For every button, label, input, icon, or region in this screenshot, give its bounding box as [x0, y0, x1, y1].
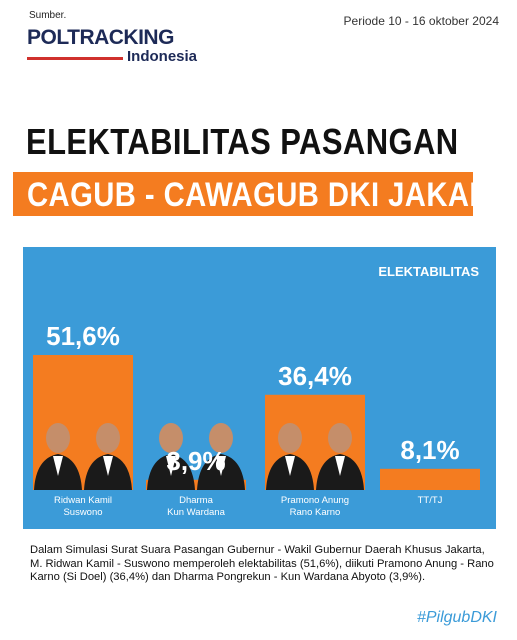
title-band: CAGUB - CAWAGUB DKI JAKARTA [13, 172, 517, 216]
footnote: Dalam Simulasi Surat Suara Pasangan Gube… [30, 544, 494, 583]
candidate-shirt [103, 456, 113, 476]
candidate-shirt [53, 456, 63, 476]
page-subtitle: CAGUB - CAWAGUB DKI JAKARTA [27, 176, 517, 214]
poltracking-logo: POLTRACKING Indonesia [27, 26, 217, 70]
category-label-2: Kun Wardana [167, 507, 225, 518]
candidate-shirt [216, 456, 226, 476]
category-label-2: Dharma [179, 495, 214, 506]
candidate-shirt [285, 456, 295, 476]
logo-wordmark: POLTRACKING [27, 26, 174, 49]
chart-title: ELEKTABILITAS [378, 264, 479, 279]
category-label-4: TT/TJ [418, 495, 443, 506]
value-label-2: 3,9% [166, 446, 225, 476]
logo-underline [27, 57, 123, 60]
category-label-3: Rano Karno [290, 507, 341, 518]
value-label-3: 36,4% [278, 361, 352, 391]
candidate-head [159, 423, 183, 453]
candidate-shirt [335, 456, 345, 476]
candidate-shirt [166, 456, 176, 476]
candidate-photo-1 [34, 423, 132, 490]
bar-4 [380, 468, 480, 490]
candidate-head [46, 423, 70, 453]
candidate-head [96, 423, 120, 453]
hashtag[interactable]: #PilgubDKI [416, 609, 497, 626]
value-label-1: 51,6% [46, 321, 120, 351]
source-label: Sumber. [29, 10, 67, 21]
chart-panel: ELEKTABILITAS 51,6% Ridwan Kamil Suswono 3,9… [23, 247, 496, 529]
value-label-4: 8,1% [400, 435, 459, 465]
candidate-head [278, 423, 302, 453]
category-label-1: Suswono [63, 507, 102, 518]
category-label-1: Ridwan Kamil [54, 495, 112, 506]
category-label-3: Pramono Anung [281, 495, 349, 506]
candidate-photo-3 [266, 423, 364, 490]
survey-period: Periode 10 - 16 oktober 2024 [343, 14, 499, 28]
logo-subtitle: Indonesia [127, 48, 198, 65]
candidate-head [209, 423, 233, 453]
page-title: ELEKTABILITAS PASANGAN [26, 121, 459, 162]
candidate-photo-2 [147, 423, 245, 490]
candidate-head [328, 423, 352, 453]
bar-2 [146, 479, 246, 490]
